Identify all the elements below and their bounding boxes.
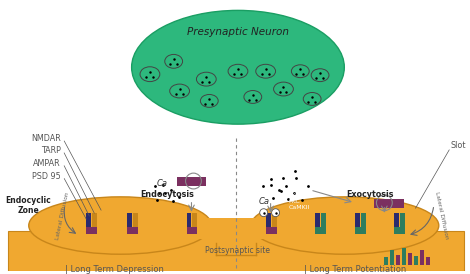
Text: Endocytosis: Endocytosis [140, 190, 194, 199]
Ellipse shape [132, 10, 345, 124]
Text: | Long Term Depression: | Long Term Depression [65, 265, 164, 273]
Text: | Long Term Potentiation: | Long Term Potentiation [304, 265, 406, 273]
Bar [315, 213, 320, 227]
Bar [92, 213, 96, 227]
Bar [355, 227, 366, 235]
Text: PSD 95: PSD 95 [32, 172, 61, 181]
Circle shape [272, 209, 280, 217]
Bar [360, 213, 366, 227]
Bar [394, 227, 405, 235]
Bar [133, 213, 138, 227]
Text: Postsynaptic site: Postsynaptic site [205, 246, 270, 255]
Text: Presynaptic Neuron: Presynaptic Neuron [187, 27, 289, 37]
Bar [390, 250, 394, 265]
Text: Lateral Diffusion: Lateral Diffusion [55, 192, 70, 240]
Bar [266, 227, 276, 235]
Bar [86, 227, 96, 235]
Ellipse shape [29, 197, 212, 254]
Bar [193, 213, 197, 227]
Bar [266, 213, 271, 227]
Bar [127, 213, 132, 227]
Bar [177, 177, 206, 186]
Bar [384, 257, 388, 265]
Text: Slot: Slot [451, 141, 466, 150]
Text: NMDAR: NMDAR [31, 134, 61, 143]
Text: Lateral Diffusion: Lateral Diffusion [434, 192, 449, 240]
Bar [396, 255, 400, 265]
Bar [8, 232, 463, 271]
Bar [426, 257, 430, 265]
Bar [408, 253, 412, 265]
Bar [86, 213, 91, 227]
Bar [414, 256, 418, 265]
Bar [127, 227, 138, 235]
Bar [187, 227, 197, 235]
Bar [375, 199, 404, 208]
Text: Exocytosis: Exocytosis [346, 190, 393, 199]
Text: PKA
PKC
CaMKII: PKA PKC CaMKII [289, 193, 310, 210]
Bar [394, 213, 399, 227]
Bar [180, 218, 292, 239]
Bar [272, 213, 276, 227]
Text: Ca: Ca [157, 178, 167, 187]
Bar [400, 213, 405, 227]
Text: Ca: Ca [258, 197, 269, 206]
Text: TARP: TARP [41, 146, 61, 155]
Bar [315, 227, 326, 235]
Ellipse shape [251, 197, 439, 254]
Bar [180, 219, 291, 238]
Bar [402, 248, 406, 265]
Bar [355, 213, 360, 227]
Bar [187, 213, 191, 227]
Bar [180, 221, 292, 236]
Text: AMPAR: AMPAR [33, 159, 61, 168]
Circle shape [260, 209, 267, 217]
Bar [321, 213, 326, 227]
Bar [420, 250, 424, 265]
Text: Endocyclic
Zone: Endocyclic Zone [5, 196, 51, 215]
